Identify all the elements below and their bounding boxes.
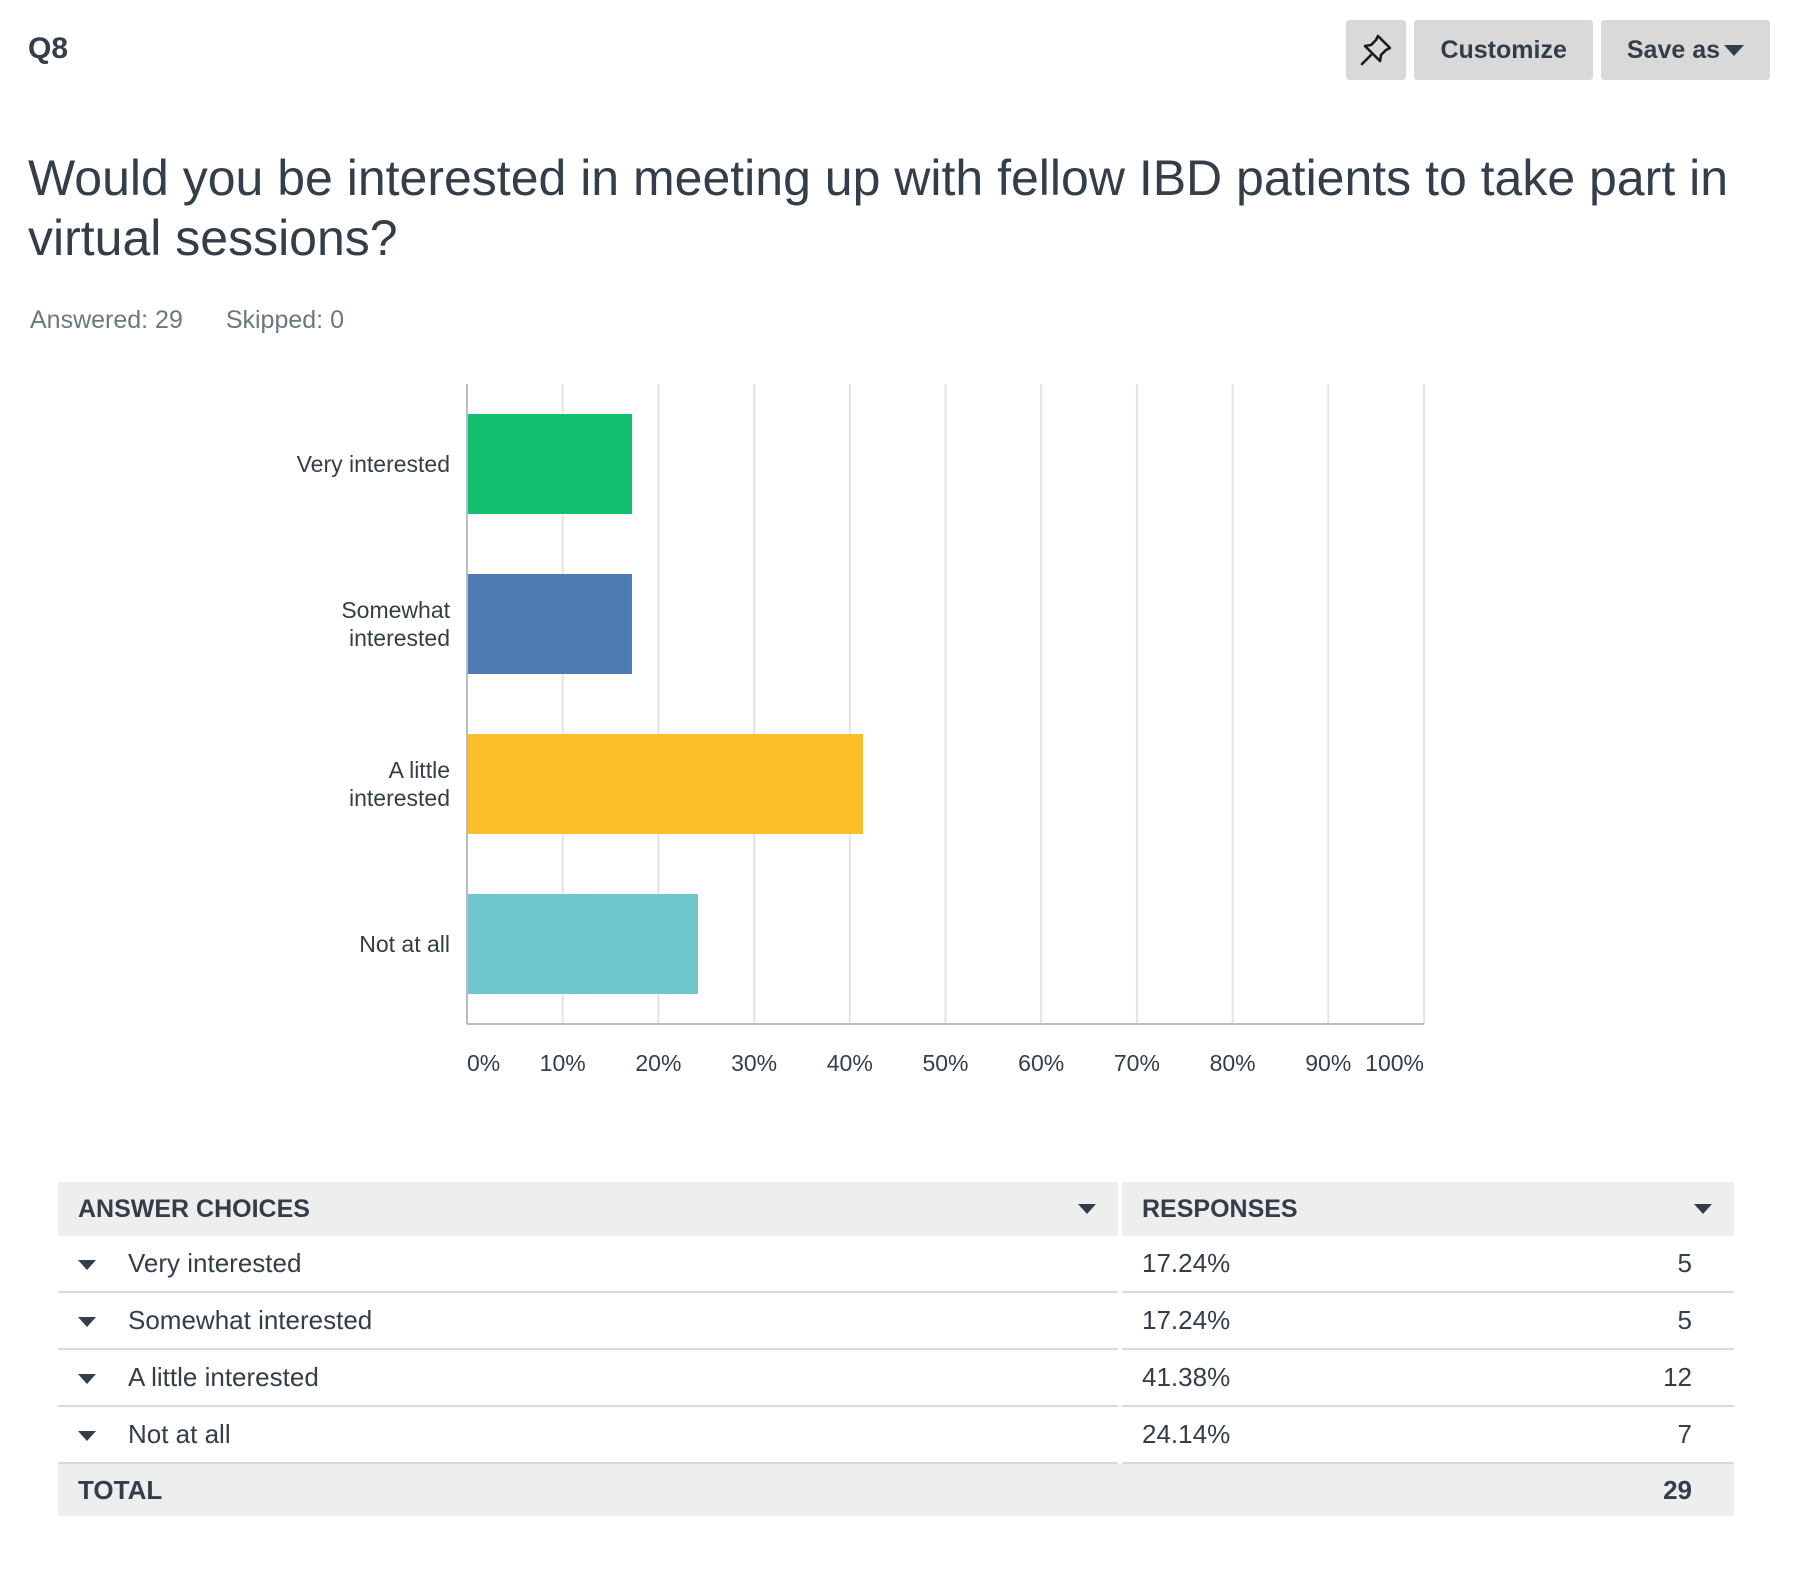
response-count: 5	[1481, 1236, 1734, 1293]
bar	[468, 414, 632, 514]
x-tick-label: 30%	[731, 1050, 777, 1076]
x-tick-label: 0%	[467, 1050, 500, 1076]
pin-button[interactable]	[1346, 20, 1407, 80]
answer-choice[interactable]: Somewhat interested	[58, 1292, 1120, 1350]
total-label: TOTAL	[58, 1463, 1120, 1516]
response-percent: 41.38%	[1118, 1349, 1482, 1407]
question-title: Would you be interested in meeting up wi…	[28, 150, 1729, 266]
total-row: TOTAL 29	[58, 1463, 1734, 1516]
response-percent: 17.24%	[1118, 1236, 1482, 1293]
table-row: Not at all 24.14% 7	[58, 1406, 1734, 1464]
x-tick-label: 20%	[635, 1050, 681, 1076]
x-tick-label: 10%	[540, 1050, 586, 1076]
table-row: Very interested 17.24% 5	[58, 1236, 1734, 1293]
expand-caret-icon[interactable]	[78, 1431, 96, 1442]
expand-caret-icon[interactable]	[78, 1374, 96, 1385]
answer-choices-header[interactable]: ANSWER CHOICES	[58, 1182, 1120, 1236]
response-count: 12	[1481, 1349, 1734, 1407]
answer-choice[interactable]: A little interested	[58, 1349, 1120, 1407]
category-label: A little	[389, 757, 450, 783]
answer-choice-label: Very interested	[128, 1248, 302, 1278]
response-count: 7	[1481, 1406, 1734, 1464]
total-count: 29	[1481, 1463, 1734, 1516]
bar	[468, 734, 864, 834]
expand-caret-icon[interactable]	[78, 1260, 96, 1271]
bar-chart: 0% 10% 20% 30% 40% 50% 60% 70% 80% 90% 100% Very in…	[297, 384, 1425, 1076]
skipped-count: Skipped: 0	[225, 306, 344, 334]
response-count: 5	[1481, 1292, 1734, 1350]
x-tick-label: 90%	[1305, 1050, 1351, 1076]
answer-choice-label: A little interested	[128, 1362, 319, 1392]
question-number: Q8	[28, 32, 69, 65]
customize-button[interactable]: Customize	[1414, 20, 1593, 80]
x-tick-label: 80%	[1210, 1050, 1256, 1076]
table-row: A little interested 41.38% 12	[58, 1349, 1734, 1407]
sort-caret-icon	[1078, 1204, 1096, 1214]
answer-choice[interactable]: Very interested	[58, 1236, 1120, 1293]
bar	[468, 894, 699, 994]
save-as-button[interactable]: Save as	[1600, 20, 1770, 80]
table-row: Somewhat interested 17.24% 5	[58, 1292, 1734, 1350]
response-stats: Answered: 29 Skipped: 0	[30, 306, 380, 335]
answered-count: Answered: 29	[30, 306, 183, 334]
category-label: interested	[349, 625, 450, 651]
category-label: Very interested	[297, 451, 450, 477]
responses-header[interactable]: RESPONSES	[1118, 1182, 1734, 1236]
x-tick-label: 100%	[1365, 1050, 1424, 1076]
category-label: Somewhat	[341, 597, 450, 623]
x-tick-label: 60%	[1018, 1050, 1064, 1076]
answer-choice-label: Not at all	[128, 1419, 231, 1449]
response-percent: 24.14%	[1118, 1406, 1482, 1464]
bar	[468, 574, 632, 674]
answer-choice-label: Somewhat interested	[128, 1305, 373, 1335]
category-label: interested	[349, 785, 450, 811]
sort-caret-icon	[1694, 1204, 1712, 1214]
chevron-down-icon	[1724, 44, 1744, 56]
toolbar: Customize Save as	[1346, 20, 1770, 80]
answer-choice[interactable]: Not at all	[58, 1406, 1120, 1464]
x-tick-label: 70%	[1114, 1050, 1160, 1076]
category-label: Not at all	[359, 931, 450, 957]
x-tick-label: 50%	[922, 1050, 968, 1076]
pin-icon	[1361, 34, 1392, 66]
x-tick-label: 40%	[827, 1050, 873, 1076]
expand-caret-icon[interactable]	[78, 1317, 96, 1328]
save-as-label: Save as	[1626, 35, 1720, 64]
response-percent: 17.24%	[1118, 1292, 1482, 1350]
answer-table: ANSWER CHOICES RESPONSES Very interested…	[58, 1182, 1734, 1516]
